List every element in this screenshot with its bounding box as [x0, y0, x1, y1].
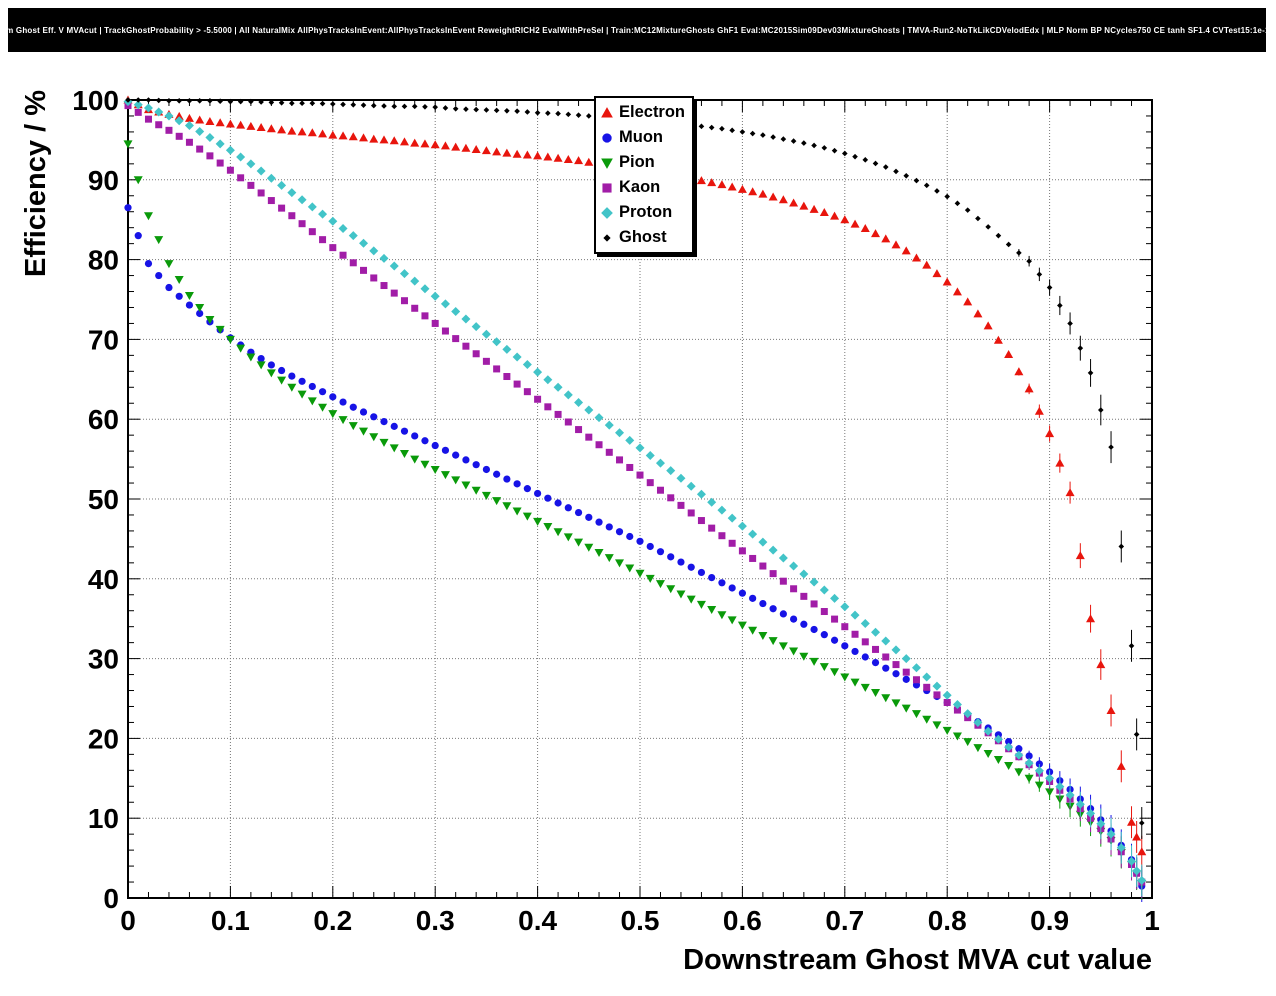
tick-labels: 0 0.1 0.2 0.3 0.4 0.5 0.6 0.7 0.8 0.9 101020304050… — [72, 85, 1160, 936]
y-tick-label: 100 — [72, 85, 119, 116]
plot-title-bar: Downstream Ghost Eff. V MVAcut | TrackGh… — [0, 8, 1276, 52]
x-tick-label: 0.5 — [621, 905, 660, 936]
legend-item-proton: Proton — [596, 200, 692, 225]
x-tick-label: 0.9 — [1030, 905, 1069, 936]
x-tick-label: 0 — [120, 905, 136, 936]
y-axis-title: Efficiency / % — [20, 90, 52, 277]
legend-item-electron: Electron — [596, 100, 692, 125]
y-tick-label: 50 — [88, 484, 119, 515]
legend-label: Proton — [619, 203, 673, 221]
muon-marker-icon — [599, 130, 615, 146]
y-tick-label: 20 — [88, 723, 119, 754]
y-tick-label: 90 — [88, 165, 119, 196]
legend-item-kaon: Kaon — [596, 175, 692, 200]
y-tick-label: 40 — [88, 564, 119, 595]
plot-title: Downstream Ghost Eff. V MVAcut | TrackGh… — [0, 25, 1276, 35]
y-tick-label: 0 — [103, 883, 119, 914]
kaon-marker-icon — [599, 180, 615, 196]
legend-label: Kaon — [619, 178, 661, 196]
legend-label: Electron — [619, 103, 686, 121]
x-tick-label: 0.3 — [416, 905, 455, 936]
x-axis-title: Downstream Ghost MVA cut value — [683, 944, 1152, 976]
y-tick-label: 60 — [88, 404, 119, 435]
x-tick-label: 0.6 — [723, 905, 762, 936]
series-muon-points — [124, 204, 1146, 902]
series-pion-points — [123, 140, 1147, 900]
y-tick-label: 10 — [88, 803, 119, 834]
x-tick-label: 0.7 — [825, 905, 864, 936]
legend-item-pion: Pion — [596, 150, 692, 175]
x-tick-label: 0.1 — [211, 905, 250, 936]
electron-marker-icon — [599, 105, 615, 121]
legend-label: Muon — [619, 128, 663, 146]
y-tick-label: 30 — [88, 644, 119, 675]
legend-item-ghost: Ghost — [596, 225, 692, 250]
proton-marker-icon — [599, 205, 615, 221]
series-proton-points — [123, 97, 1147, 897]
legend-item-muon: Muon — [596, 125, 692, 150]
pion-marker-icon — [599, 155, 615, 171]
legend-label: Ghost — [619, 228, 667, 246]
x-tick-label: 0.4 — [518, 905, 557, 936]
y-tick-label: 70 — [88, 324, 119, 355]
y-tick-label: 80 — [88, 245, 119, 276]
x-tick-label: 0.8 — [928, 905, 967, 936]
x-tick-label: 1 — [1144, 905, 1160, 936]
legend: Electron Muon Pion Kaon Proton Ghost — [594, 96, 694, 254]
ghost-marker-icon — [599, 230, 615, 246]
x-tick-label: 0.2 — [313, 905, 352, 936]
legend-label: Pion — [619, 153, 655, 171]
